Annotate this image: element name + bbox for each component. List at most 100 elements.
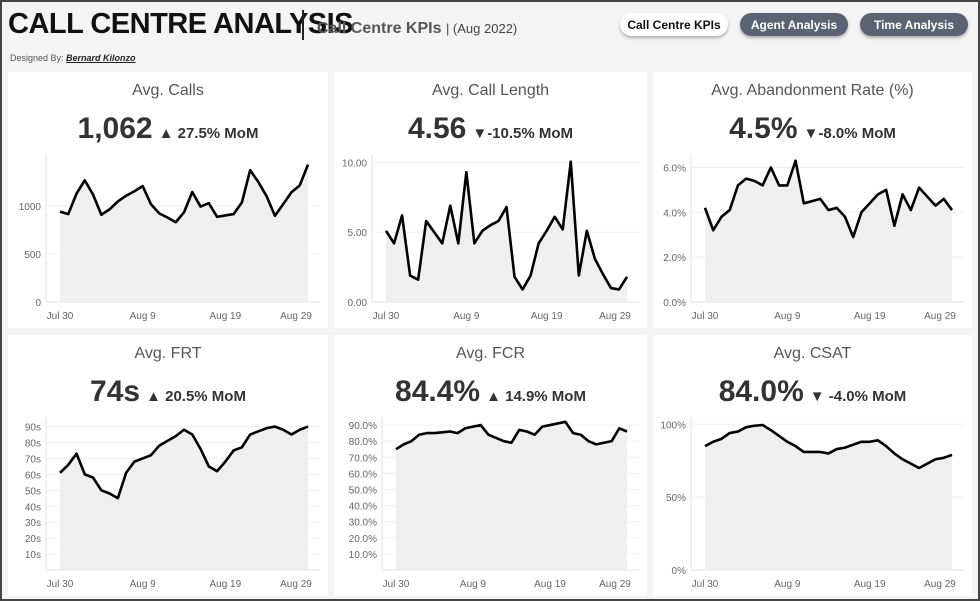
y-tick-label: 30s <box>25 518 41 529</box>
series-line <box>704 423 953 470</box>
y-tick-label: 60.0% <box>349 469 377 480</box>
kpi-change: ▲ 27.5% MoM <box>158 125 259 142</box>
kpi-value-row: 4.56 ▼-10.5% MoM <box>334 112 647 146</box>
y-tick-label: 70s <box>25 454 41 465</box>
y-tick-label: 0.0% <box>663 298 686 309</box>
kpi-value-row: 4.5% ▼-8.0% MoM <box>653 112 972 146</box>
nav-time-analysis-button[interactable]: Time Analysis <box>860 13 968 36</box>
x-tick-label: Aug 29 <box>924 311 956 322</box>
y-tick-label: 70.0% <box>349 453 377 464</box>
y-tick-label: 10.00 <box>342 158 367 169</box>
y-tick-label: 10.0% <box>349 550 377 561</box>
y-tick-label: 80.0% <box>349 437 377 448</box>
card-title: Avg. CSAT <box>773 345 852 362</box>
x-tick-label: Aug 9 <box>130 311 157 322</box>
kpi-value: 74s <box>90 375 141 408</box>
x-tick-label: Aug 29 <box>599 311 631 322</box>
x-tick-label: Jul 30 <box>47 579 74 590</box>
card-title: Avg. FRT <box>134 345 202 362</box>
y-tick-label: 0.00 <box>348 298 368 309</box>
x-tick-label: Aug 19 <box>534 579 566 590</box>
y-tick-label: 10s <box>25 550 41 561</box>
area-fill <box>705 160 952 302</box>
x-tick-label: Aug 9 <box>460 579 487 590</box>
kpi-card-avg-call-length: Avg. Call Length 4.56 ▼-10.5% MoM 0.00 5.0… <box>334 72 647 328</box>
y-tick-label: 90s <box>25 423 41 434</box>
kpi-change: ▼-10.5% MoM <box>472 125 574 142</box>
area-fill <box>60 426 308 570</box>
dashboard-title: CALL CENTRE ANALYSIS <box>8 8 354 40</box>
designer-credit: Designed By: Bernard Kilonzo <box>10 53 136 63</box>
series-line <box>384 160 629 291</box>
y-tick-label: 40s <box>25 502 41 513</box>
series-line <box>703 159 954 239</box>
kpi-change: ▼-8.0% MoM <box>803 125 896 142</box>
kpi-value: 1,062 <box>77 112 153 145</box>
area-fill <box>60 164 308 302</box>
kpi-value: 4.5% <box>729 112 798 145</box>
y-tick-label: 0 <box>35 298 41 309</box>
kpi-value-row: 84.4% ▲ 14.9% MoM <box>334 375 647 409</box>
y-tick-label: 40.0% <box>349 502 377 513</box>
x-tick-label: Aug 9 <box>130 579 157 590</box>
x-tick-label: Aug 19 <box>209 579 241 590</box>
series-line <box>59 425 309 500</box>
card-title: Avg. Abandonment Rate (%) <box>711 82 914 99</box>
period-label: | (Aug 2022) <box>445 21 518 36</box>
kpi-card-avg-calls: Avg. Calls 1,062 ▲ 27.5% MoM 0 500 1000 Jul … <box>8 72 328 328</box>
x-tick-label: Aug 29 <box>924 579 956 590</box>
x-tick-label: Aug 29 <box>599 579 631 590</box>
nav-call-centre-kpis-button[interactable]: Call Centre KPIs <box>620 13 728 36</box>
line-chart: 10.0% 20.0% 30.0% 40.0% 50.0% 60.0% 70.0% 80.0%… <box>349 417 639 590</box>
x-tick-label: Jul 30 <box>692 579 719 590</box>
y-tick-label: 60s <box>25 470 41 481</box>
x-tick-label: Aug 19 <box>854 311 886 322</box>
series-line <box>395 420 628 451</box>
x-tick-label: Aug 19 <box>209 311 241 322</box>
x-tick-label: Jul 30 <box>692 311 719 322</box>
y-tick-label: 5.00 <box>348 228 368 239</box>
kpi-value: 84.4% <box>395 375 481 408</box>
y-tick-label: 30.0% <box>349 518 377 529</box>
x-tick-label: Aug 29 <box>280 311 312 322</box>
line-chart: 10s 20s 30s 40s 50s 60s 70s 80s 90s Jul 30 Aug 9 Au… <box>25 417 320 590</box>
y-tick-label: 4.0% <box>663 208 686 219</box>
x-tick-label: Aug 19 <box>531 311 563 322</box>
kpi-value: 4.56 <box>407 112 467 145</box>
designed-by-label: Designed By: <box>10 53 64 63</box>
subtitle-text: Call Centre KPIs <box>317 20 442 37</box>
y-tick-label: 80s <box>25 439 41 450</box>
kpi-change: ▲ 14.9% MoM <box>486 388 586 405</box>
line-chart: 0.00 5.00 10.00 Jul 30 Aug 9 Aug 19 Aug 29 <box>342 154 639 322</box>
y-tick-label: 20s <box>25 534 41 545</box>
y-tick-label: 0% <box>672 566 687 577</box>
area-fill <box>396 421 627 570</box>
x-tick-label: Aug 9 <box>453 311 480 322</box>
kpi-card-avg-frt: Avg. FRT 74s ▲ 20.5% MoM 10s 20s 30s 40s 50s 6… <box>8 335 328 596</box>
kpi-value-row: 74s ▲ 20.5% MoM <box>8 375 328 409</box>
x-tick-label: Jul 30 <box>373 311 400 322</box>
kpi-value-row: 1,062 ▲ 27.5% MoM <box>8 112 328 146</box>
x-tick-label: Aug 19 <box>854 579 886 590</box>
nav-agent-analysis-button[interactable]: Agent Analysis <box>740 13 848 36</box>
kpi-change: ▲ 20.5% MoM <box>146 388 246 405</box>
line-chart: 0% 50% 100% Jul 30 Aug 9 Aug 19 Aug 29 <box>660 417 964 590</box>
y-tick-label: 50.0% <box>349 485 377 496</box>
x-tick-label: Jul 30 <box>47 311 74 322</box>
designer-link[interactable]: Bernard Kilonzo <box>66 53 136 63</box>
kpi-value: 84.0% <box>718 375 804 408</box>
y-tick-label: 50% <box>666 493 686 504</box>
kpi-card-avg-csat: Avg. CSAT 84.0% ▼ -4.0% MoM 0% 50% 100% Jul … <box>653 335 972 596</box>
y-tick-label: 90.0% <box>349 421 377 432</box>
y-tick-label: 100% <box>660 420 686 431</box>
line-chart: 0 500 1000 Jul 30 Aug 9 Aug 19 Aug 29 <box>19 154 320 322</box>
y-tick-label: 20.0% <box>349 534 377 545</box>
title-divider <box>302 10 304 40</box>
card-title: Avg. Calls <box>132 82 204 99</box>
card-title: Avg. FCR <box>455 345 526 362</box>
x-tick-label: Aug 9 <box>774 579 801 590</box>
kpi-value-row: 84.0% ▼ -4.0% MoM <box>653 375 972 409</box>
x-tick-label: Aug 29 <box>280 579 312 590</box>
dashboard-subtitle: Call Centre KPIs | (Aug 2022) <box>317 20 517 38</box>
